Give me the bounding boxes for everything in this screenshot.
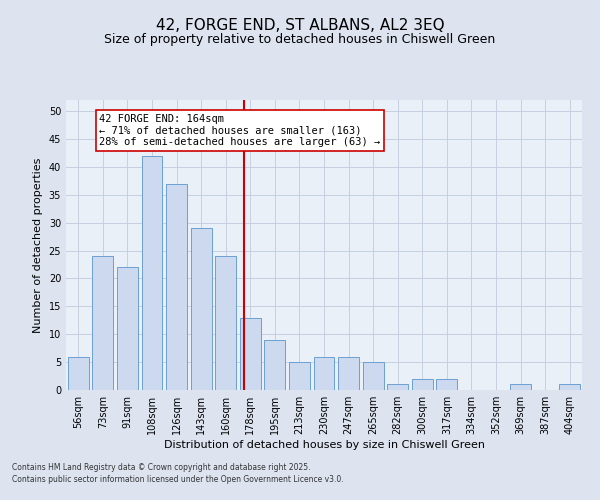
Bar — [191, 228, 212, 390]
Bar — [510, 384, 531, 390]
Bar — [240, 318, 261, 390]
Bar — [387, 384, 408, 390]
Bar — [362, 362, 383, 390]
Text: Size of property relative to detached houses in Chiswell Green: Size of property relative to detached ho… — [104, 32, 496, 46]
Bar — [166, 184, 187, 390]
Y-axis label: Number of detached properties: Number of detached properties — [33, 158, 43, 332]
Bar — [215, 256, 236, 390]
Text: 42, FORGE END, ST ALBANS, AL2 3EQ: 42, FORGE END, ST ALBANS, AL2 3EQ — [155, 18, 445, 32]
Text: Contains public sector information licensed under the Open Government Licence v3: Contains public sector information licen… — [12, 475, 344, 484]
Bar — [436, 379, 457, 390]
Bar — [412, 379, 433, 390]
Text: 42 FORGE END: 164sqm
← 71% of detached houses are smaller (163)
28% of semi-deta: 42 FORGE END: 164sqm ← 71% of detached h… — [99, 114, 380, 147]
Bar — [265, 340, 286, 390]
Text: Contains HM Land Registry data © Crown copyright and database right 2025.: Contains HM Land Registry data © Crown c… — [12, 464, 311, 472]
Bar — [289, 362, 310, 390]
Bar — [314, 356, 334, 390]
Bar — [338, 356, 359, 390]
Bar — [68, 356, 89, 390]
Bar — [559, 384, 580, 390]
Bar — [117, 268, 138, 390]
Bar — [92, 256, 113, 390]
X-axis label: Distribution of detached houses by size in Chiswell Green: Distribution of detached houses by size … — [163, 440, 485, 450]
Bar — [142, 156, 163, 390]
